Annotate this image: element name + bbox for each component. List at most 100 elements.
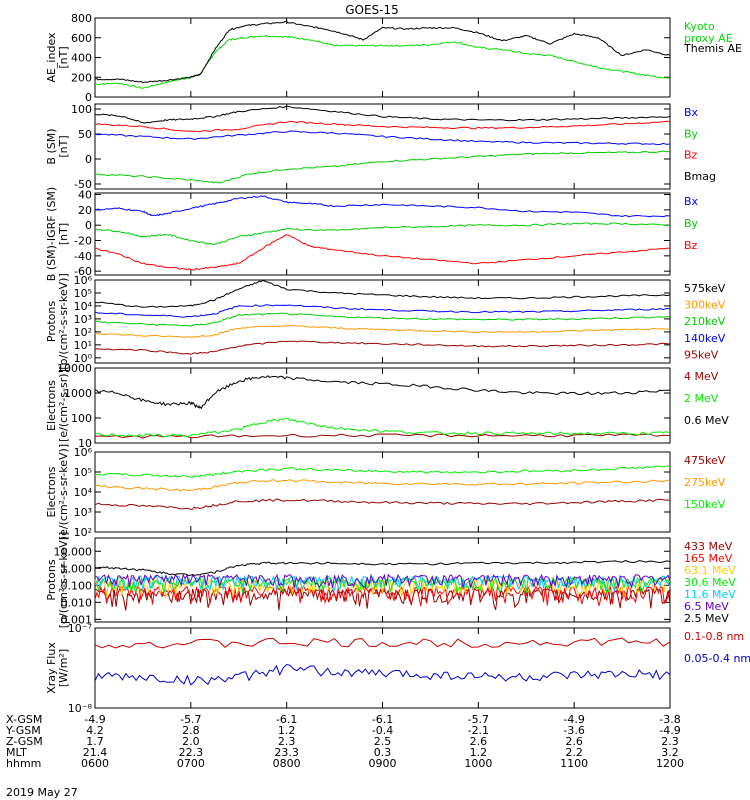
y-tick-label: 10² (74, 526, 92, 539)
series-line-kyoto-proxy-ae (94, 34, 671, 89)
series-line-bz (94, 120, 671, 133)
panel-3: -60 -40 -20 0 20 40 B (SM)-IGRF (SM) [nT] Bx By Bz (45, 187, 699, 281)
legend-label: 6.5 MeV (684, 600, 729, 613)
y-tick-label: 10 (78, 437, 92, 450)
legend-label: Bz (684, 149, 698, 162)
x-axis-value: 2.6 (565, 735, 583, 748)
y-tick-label: 10⁴ (74, 486, 93, 499)
x-axis-value: -3.8 (659, 713, 680, 726)
y-tick-label: -60 (74, 265, 92, 278)
legend-label: 4 MeV (684, 370, 719, 383)
x-axis-value: 21.4 (83, 746, 108, 759)
panel-frame (94, 17, 671, 98)
legend-label: 0.05-0.4 nm (684, 652, 750, 665)
y-tick-label: 800 (71, 12, 92, 25)
series-line-95kev (94, 340, 670, 355)
legend-label: 63.1 MeV (684, 564, 736, 577)
legend-label: Kyoto (684, 20, 715, 33)
series-line-2-5-mev (94, 560, 671, 577)
series-line-bx (94, 130, 671, 146)
legend-label: 210keV (684, 315, 726, 328)
y-tick-label: 10⁻⁸ (68, 702, 93, 715)
x-axis-value: 0700 (177, 757, 205, 770)
y-axis-label: [p/(cm²-s-sr-keV)] (57, 273, 70, 370)
x-axis-value: 2.0 (182, 735, 200, 748)
series-line-0-6-mev (94, 375, 671, 410)
x-axis-value: -0.4 (372, 724, 393, 737)
legend-label: 30.6 MeV (684, 576, 736, 589)
panel-5: 10 100 1000 10000 Electrons [e/(cm²-s-sr)] 4 M… (45, 362, 729, 450)
y-tick-label: 1000 (64, 387, 92, 400)
legend-label: 300keV (684, 299, 726, 312)
x-axis-value: -4.9 (659, 724, 680, 737)
x-axis-value: 4.2 (86, 724, 104, 737)
y-axis-label: Electrons (45, 466, 58, 517)
x-axis-value: -3.6 (563, 724, 584, 737)
series-line-by (94, 150, 671, 184)
y-tick-label: -40 (74, 250, 92, 263)
x-axis-value: -2.1 (468, 724, 489, 737)
y-tick-label: 10³ (74, 313, 92, 326)
legend-label: 2 MeV (684, 392, 719, 405)
series-line-575kev (94, 279, 671, 308)
y-tick-label: 10¹ (74, 339, 92, 352)
y-tick-label: 400 (71, 52, 92, 65)
x-axis-value: 1.7 (86, 735, 104, 748)
legend-label: 165 MeV (684, 552, 733, 565)
y-tick-label: 20 (78, 204, 92, 217)
y-tick-label: 0.001 (61, 613, 93, 626)
series-line-150kev (94, 465, 671, 478)
x-axis-value: 1.2 (278, 724, 296, 737)
y-axis-label: Electrons (45, 380, 58, 431)
series-line-6-5-mev (95, 573, 671, 589)
y-tick-label: -20 (74, 235, 92, 248)
x-axis-value: -6.1 (372, 713, 393, 726)
x-axis-value: -5.7 (180, 713, 201, 726)
legend-label: Bmag (684, 170, 716, 183)
y-axis-label: B (SM) (45, 128, 58, 164)
series-line-4-mev (94, 433, 671, 439)
x-axis-value: 0900 (369, 757, 397, 770)
x-axis-row-label: Y-GSM (5, 724, 41, 737)
y-tick-label: 10⁻⁷ (68, 622, 92, 635)
y-axis-label: Protons (45, 559, 58, 600)
date-label: 2019 May 27 (6, 786, 78, 799)
y-axis-label: [nT] (57, 135, 70, 157)
panel-6: 10² 10³ 10⁴ 10⁵ 10⁶ Electrons [e/(cm²-s-sr-keV… (45, 444, 726, 540)
legend-label: Themis AE (683, 42, 742, 55)
x-axis-row-label: MLT (6, 746, 27, 759)
series-line-475kev (94, 498, 671, 510)
y-tick-label: 10000 (57, 362, 92, 375)
x-axis-value: -4.9 (563, 713, 584, 726)
legend-label: 0.6 MeV (684, 414, 729, 427)
series-line-2-mev (94, 417, 671, 438)
x-axis-value: 0.3 (374, 746, 392, 759)
x-axis-value: 2.3 (278, 735, 296, 748)
y-tick-label: 10⁶ (74, 274, 93, 287)
y-axis-label: [e/(cm²-s-sr-keV)] (57, 444, 70, 540)
y-axis-label: Protons (45, 301, 58, 342)
x-axis-value: 3.2 (661, 746, 679, 759)
panel-frame (94, 192, 671, 276)
legend-label: By (684, 127, 699, 140)
panel-frame (94, 279, 671, 364)
y-tick-label: 0 (85, 153, 92, 166)
y-tick-label: 10² (74, 326, 92, 339)
y-tick-label: 0 (85, 219, 92, 232)
legend-label: By (684, 217, 699, 230)
panel-8: 10⁻⁸ 10⁻⁷ Xray Flux [W/m²] 0.1-0.8 nm 0.05-0.… (45, 622, 750, 715)
y-tick-label: 200 (71, 71, 92, 84)
x-axis-value: -6.1 (276, 713, 297, 726)
x-axis-value: 23.3 (274, 746, 299, 759)
x-axis-row-label: X-GSM (6, 713, 42, 726)
legend-label: Bx (684, 195, 699, 208)
legend-label: 275keV (684, 476, 726, 489)
x-axis-value: 0800 (273, 757, 301, 770)
x-axis-value: -4.9 (84, 713, 105, 726)
series-line-0-1-0-8-nm (94, 637, 671, 649)
legend-label: 575keV (684, 282, 726, 295)
series-line-0-05-0-4-nm (94, 663, 671, 686)
